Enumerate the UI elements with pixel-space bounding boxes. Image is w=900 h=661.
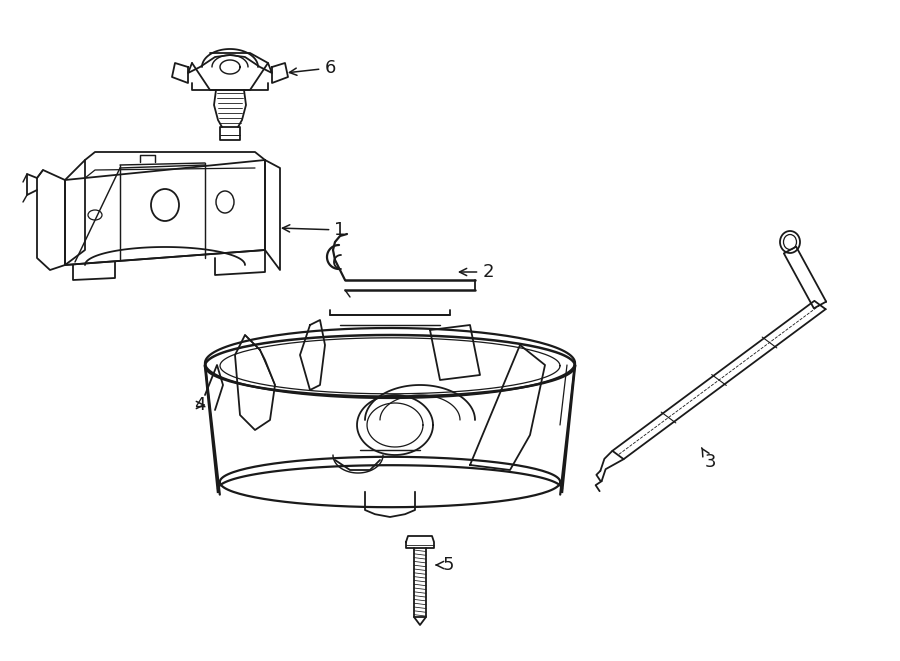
Text: 1: 1	[283, 221, 346, 239]
Text: 5: 5	[436, 556, 454, 574]
Text: 4: 4	[194, 396, 206, 414]
Text: 2: 2	[460, 263, 494, 281]
Text: 3: 3	[702, 447, 716, 471]
Text: 6: 6	[290, 59, 336, 77]
